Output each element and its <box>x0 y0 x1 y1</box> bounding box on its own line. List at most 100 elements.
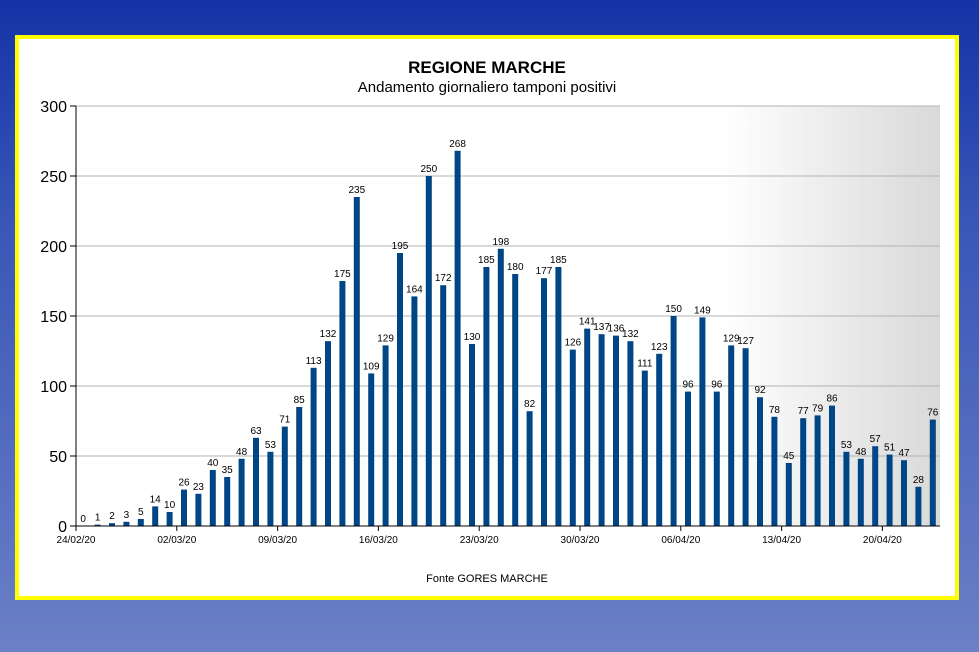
data-label: 35 <box>222 465 234 476</box>
data-label: 77 <box>798 406 810 417</box>
chart-subtitle: Andamento giornaliero tamponi positivi <box>358 79 616 96</box>
bar <box>166 512 173 526</box>
data-label: 0 <box>80 514 86 525</box>
bar <box>281 426 288 526</box>
data-label: 1 <box>95 513 101 524</box>
bar <box>526 411 533 526</box>
data-label: 123 <box>651 342 668 353</box>
bar <box>670 316 677 526</box>
data-label: 96 <box>682 380 694 391</box>
bar <box>699 317 706 526</box>
data-label: 129 <box>377 333 394 344</box>
x-tick-label: 16/03/20 <box>359 535 398 546</box>
bar <box>656 353 663 526</box>
data-label: 127 <box>737 336 754 347</box>
x-tick-label: 06/04/20 <box>661 535 700 546</box>
data-label: 78 <box>769 405 781 416</box>
x-tick-label: 13/04/20 <box>762 535 801 546</box>
bar <box>829 405 835 526</box>
bar <box>713 391 720 526</box>
x-tick-label: 23/03/20 <box>460 535 499 546</box>
bar <box>569 349 576 526</box>
bar <box>685 391 691 526</box>
data-label: 177 <box>536 266 553 277</box>
data-label: 172 <box>435 273 452 284</box>
data-label: 76 <box>927 408 939 419</box>
data-label: 48 <box>236 447 248 458</box>
data-label: 53 <box>265 440 277 451</box>
data-label: 132 <box>622 329 639 340</box>
bar <box>483 267 490 526</box>
bar <box>109 523 115 526</box>
data-label: 14 <box>150 494 162 505</box>
data-label: 235 <box>348 185 365 196</box>
bar <box>137 519 144 526</box>
bar <box>915 486 922 526</box>
bars <box>94 150 936 527</box>
bar-chart: REGIONE MARCHE Andamento giornaliero tam… <box>40 58 940 585</box>
data-label: 47 <box>898 448 910 459</box>
chart-title: REGIONE MARCHE <box>408 58 566 77</box>
bar <box>757 397 763 526</box>
data-label: 40 <box>207 458 219 469</box>
data-label: 45 <box>783 451 795 462</box>
data-label: 28 <box>913 475 925 486</box>
bar <box>843 451 850 526</box>
y-axis-ticks: 0 50 100 150 200 250 300 <box>40 99 67 536</box>
bar <box>512 274 519 526</box>
y-tick-label: 300 <box>40 99 67 116</box>
data-label: 149 <box>694 305 711 316</box>
data-label: 198 <box>492 237 509 248</box>
bar <box>929 419 936 526</box>
data-label: 57 <box>870 434 882 445</box>
data-label: 113 <box>306 356 322 367</box>
bar <box>857 458 864 526</box>
data-label: 3 <box>124 510 130 521</box>
data-label: 185 <box>550 255 567 266</box>
x-tick-label: 02/03/20 <box>157 535 196 546</box>
x-tick-label: 30/03/20 <box>561 535 600 546</box>
x-tick-label: 20/04/20 <box>863 535 902 546</box>
data-label: 129 <box>723 333 740 344</box>
bar <box>742 348 749 526</box>
data-label: 141 <box>579 317 596 328</box>
bar <box>94 524 101 526</box>
data-label: 79 <box>812 403 824 414</box>
bar <box>800 418 807 526</box>
bar <box>613 335 619 526</box>
data-label: 53 <box>841 440 853 451</box>
bar <box>267 451 274 526</box>
bar <box>814 415 821 526</box>
bar <box>872 446 879 526</box>
data-label: 5 <box>138 507 144 518</box>
bar <box>382 345 389 526</box>
bar <box>641 370 648 526</box>
data-label: 26 <box>178 478 190 489</box>
bar <box>310 367 317 526</box>
data-label: 2 <box>109 511 115 522</box>
data-label: 86 <box>826 394 838 405</box>
y-tick-label: 0 <box>58 519 67 536</box>
data-label: 96 <box>711 380 723 391</box>
bar <box>555 267 562 526</box>
bar <box>195 493 202 526</box>
data-label: 137 <box>593 322 610 333</box>
data-label: 85 <box>294 395 306 406</box>
bar <box>181 489 187 526</box>
bar <box>728 345 735 526</box>
x-tick-label: 24/02/20 <box>57 535 96 546</box>
bar <box>238 458 245 526</box>
chart-frame: REGIONE MARCHE Andamento giornaliero tam… <box>15 35 959 600</box>
bar <box>598 334 605 526</box>
bar <box>253 437 259 526</box>
bar <box>368 373 375 526</box>
data-label: 180 <box>507 262 524 273</box>
data-label: 48 <box>855 447 867 458</box>
x-axis-ticks: 24/02/20 02/03/20 09/03/20 16/03/20 23/03/20… <box>57 525 940 546</box>
bar <box>901 460 907 526</box>
bar <box>325 341 331 526</box>
data-label: 136 <box>608 324 625 335</box>
bar <box>469 344 475 526</box>
data-label: 250 <box>420 164 437 175</box>
